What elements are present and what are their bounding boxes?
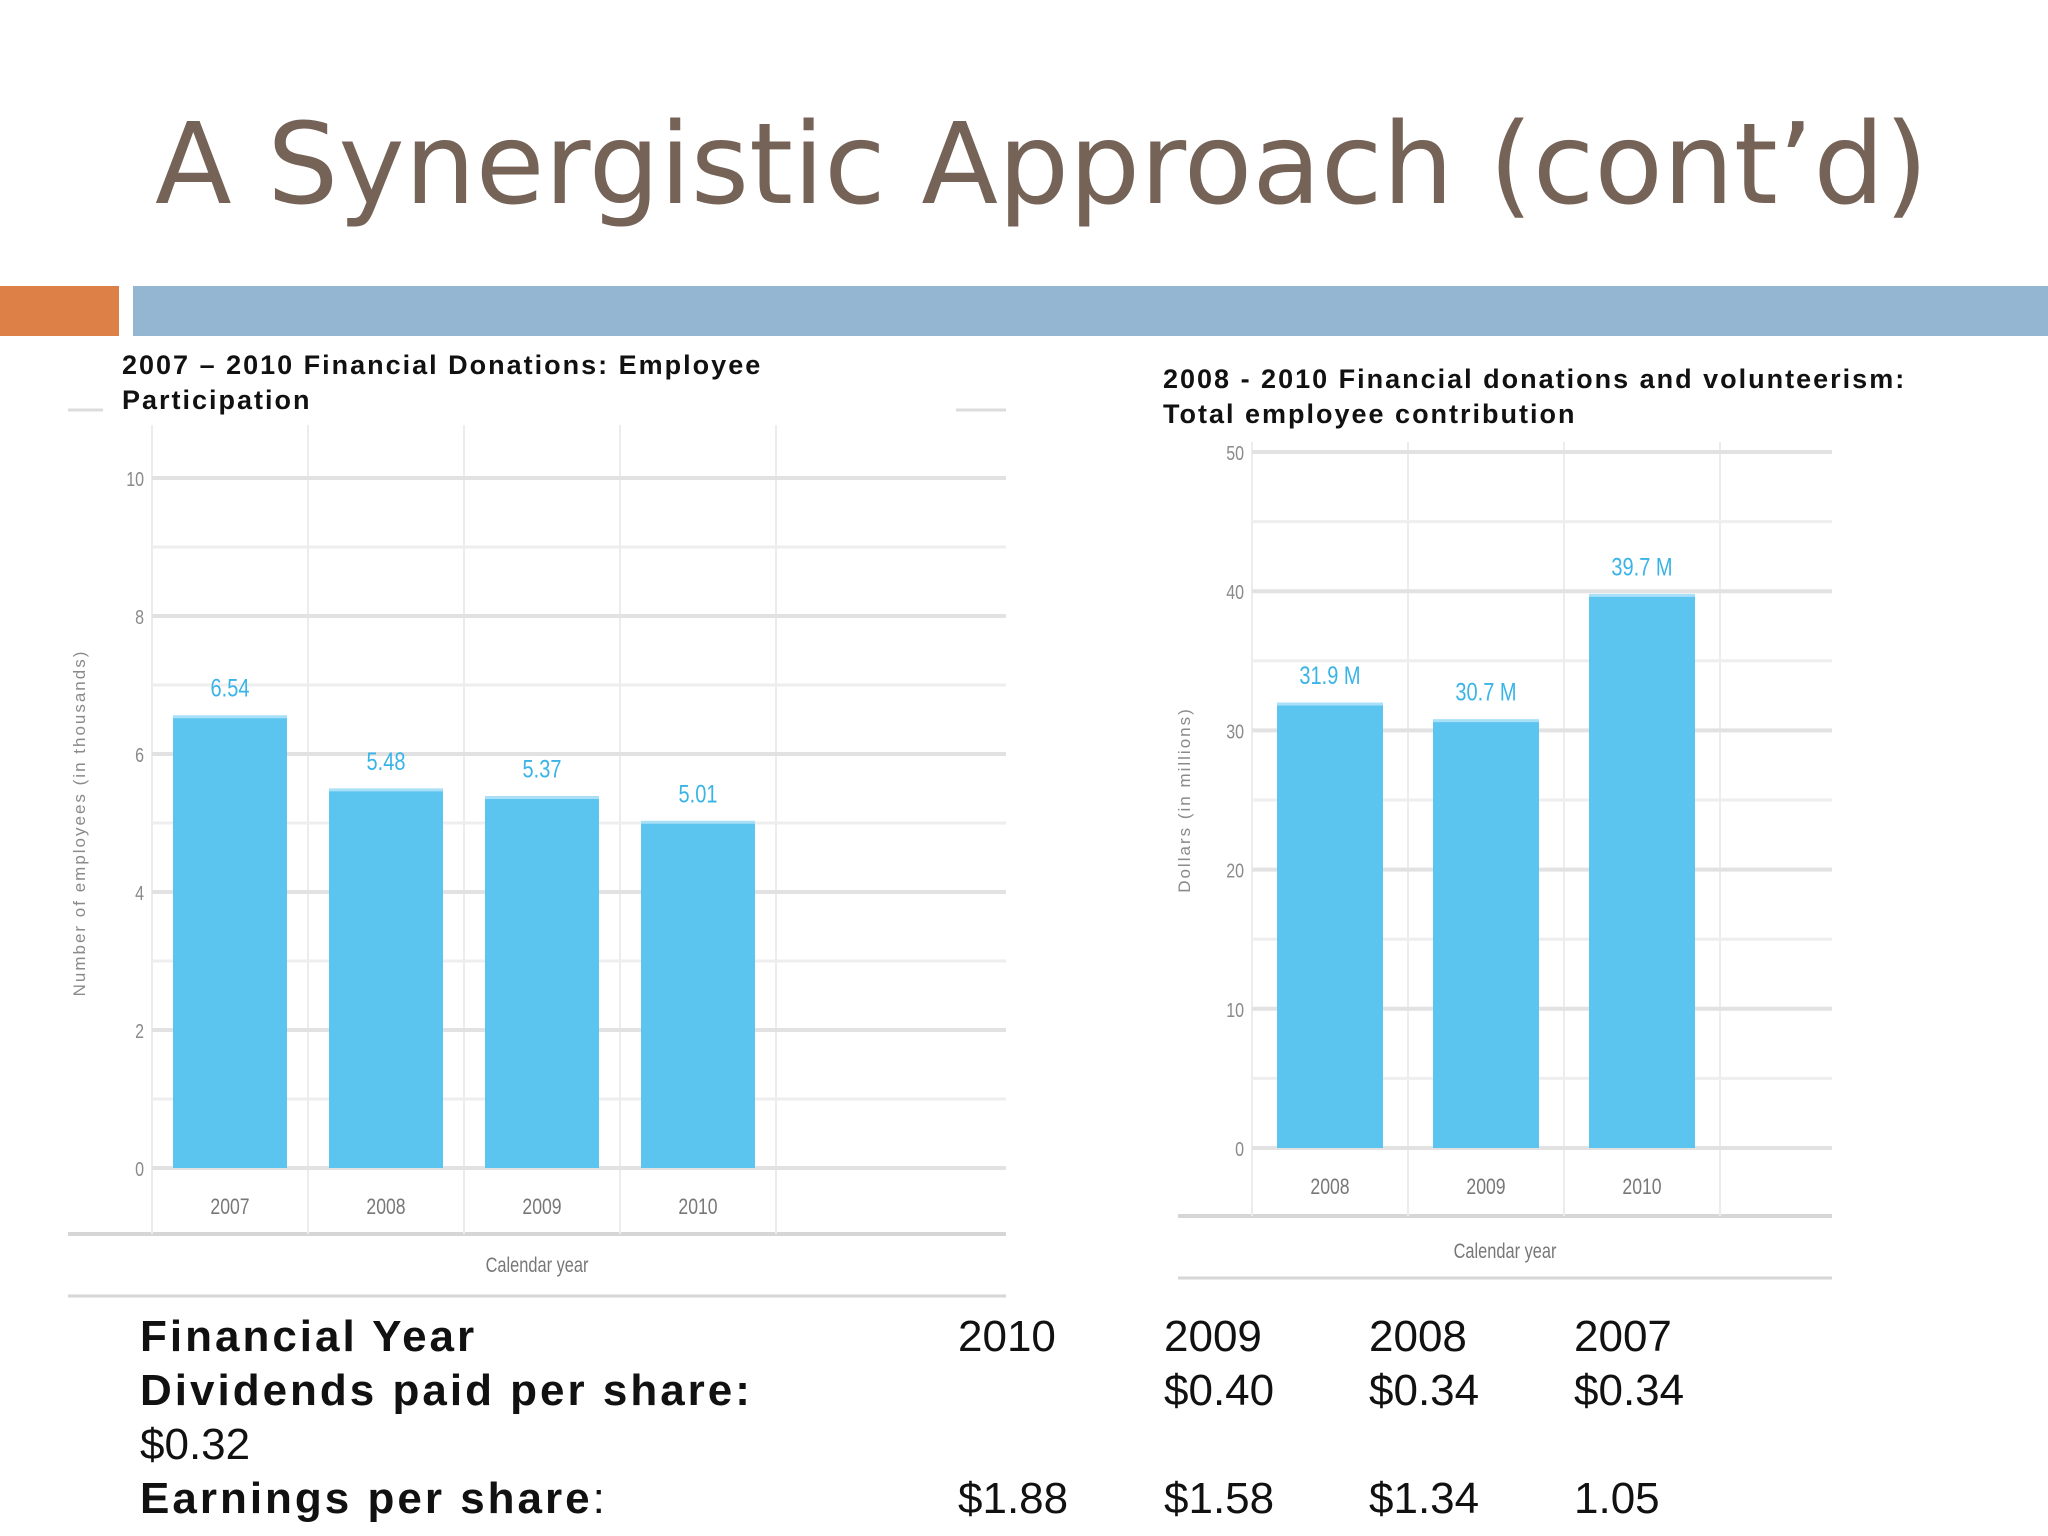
- year-2010: 2010: [958, 1312, 1056, 1361]
- year-2009: 2009: [1164, 1312, 1262, 1361]
- chart1-data-label: 5.37: [523, 755, 562, 783]
- chart2-x-tick-label: 2009: [1466, 1175, 1505, 1199]
- year-2008: 2008: [1369, 1312, 1467, 1361]
- slide-title: A Synergistic Approach (cont’d): [155, 100, 1929, 230]
- chart1-data-label: 5.48: [367, 748, 406, 776]
- table-row-dividends: Dividends paid per share: $0.40 $0.34 $0…: [140, 1366, 1740, 1420]
- chart2-title-line1: 2008 - 2010 Financial donations and volu…: [1163, 364, 1907, 394]
- chart1-x-axis-title: Calendar year: [486, 1253, 589, 1276]
- chart1-ytick-label: 0: [135, 1158, 144, 1180]
- chart2-bar: [1433, 720, 1539, 1148]
- chart1-ytick-label: 8: [135, 606, 144, 628]
- dividends-2009: $0.40: [1164, 1366, 1275, 1415]
- eps-label: Earnings per share:: [140, 1474, 608, 1524]
- chart2-ytick-label: 10: [1226, 999, 1244, 1021]
- chart1-y-axis-title: Number of employees (in thousands): [70, 650, 89, 997]
- financial-year-label: Financial Year: [140, 1312, 478, 1361]
- chart2-y-axis-title: Dollars (in millions): [1175, 707, 1194, 893]
- chart2-bar: [1589, 595, 1695, 1148]
- dividends-2008: $0.34: [1369, 1366, 1480, 1415]
- table-row-eps: Earnings per share: $1.88 $1.58 $1.34 1.…: [140, 1474, 1740, 1528]
- eps-2008: $1.34: [1369, 1474, 1480, 1523]
- chart1-ytick-label: 6: [135, 744, 144, 766]
- chart1-title-line1: 2007 – 2010 Financial Donations: Employe…: [122, 350, 763, 380]
- chart1-title: 2007 – 2010 Financial Donations: Employe…: [122, 348, 763, 418]
- chart2-title: 2008 - 2010 Financial donations and volu…: [1163, 362, 1907, 432]
- chart2-ytick-label: 30: [1226, 721, 1244, 743]
- dividends-2010: $0.32: [140, 1420, 251, 1469]
- eps-label-text: Earnings per share: [140, 1474, 593, 1523]
- chart1-ytick-label: 4: [135, 882, 144, 904]
- chart2-data-label: 30.7 M: [1455, 679, 1516, 707]
- chart1-x-tick-label: 2010: [678, 1195, 717, 1219]
- eps-label-colon: :: [592, 1474, 608, 1523]
- chart2-ytick-label: 0: [1235, 1138, 1244, 1160]
- accent-bar-orange: [0, 286, 119, 336]
- chart2-ytick-label: 20: [1226, 860, 1244, 882]
- chart1-x-tick-label: 2008: [366, 1195, 405, 1219]
- chart1-bar: [173, 716, 287, 1168]
- chart1-ytick-label: 2: [135, 1020, 144, 1042]
- chart1-bar: [485, 797, 599, 1168]
- chart2-x-tick-label: 2010: [1622, 1175, 1661, 1199]
- chart1-data-label: 5.01: [679, 780, 718, 808]
- chart1-bar: [641, 822, 755, 1168]
- chart2-ytick-label: 40: [1226, 582, 1244, 604]
- employee-participation-chart: 0 2 4 6 8 10 6.54 2007 5.48 2008 5.37 2009 5.01 2010 C…: [68, 408, 1006, 1298]
- chart1-x-tick-label: 2007: [210, 1195, 249, 1219]
- chart1-title-line2: Participation: [122, 385, 312, 415]
- eps-2009: $1.58: [1164, 1474, 1275, 1523]
- eps-2010: $1.88: [958, 1474, 1069, 1523]
- table-row-header: Financial Year 2010 2009 2008 2007: [140, 1312, 1740, 1366]
- chart1-x-tick-label: 2009: [522, 1195, 561, 1219]
- dividends-2007: $0.34: [1574, 1366, 1685, 1415]
- chart2-data-label: 31.9 M: [1299, 662, 1360, 690]
- chart2-title-line2: Total employee contribution: [1163, 399, 1577, 429]
- chart2-bar: [1277, 703, 1383, 1148]
- total-contribution-chart: 0 10 20 30 40 50 31.9 M 2008 30.7 M 2009 39.7 M 201…: [1175, 442, 1832, 1280]
- accent-bar-blue: [133, 286, 2048, 336]
- chart2-x-axis-title: Calendar year: [1454, 1239, 1557, 1262]
- chart1-bar: [329, 789, 443, 1168]
- dividends-label: Dividends paid per share:: [140, 1366, 753, 1415]
- chart1-ytick-label: 10: [126, 468, 144, 490]
- chart2-data-label: 39.7 M: [1611, 553, 1672, 581]
- chart2-ytick-label: 50: [1226, 442, 1244, 464]
- year-2007: 2007: [1574, 1312, 1672, 1361]
- chart1-data-label: 6.54: [211, 675, 250, 703]
- eps-2007: 1.05: [1574, 1474, 1660, 1523]
- chart2-x-tick-label: 2008: [1310, 1175, 1349, 1199]
- table-row-dividends-wrap: $0.32: [140, 1420, 540, 1474]
